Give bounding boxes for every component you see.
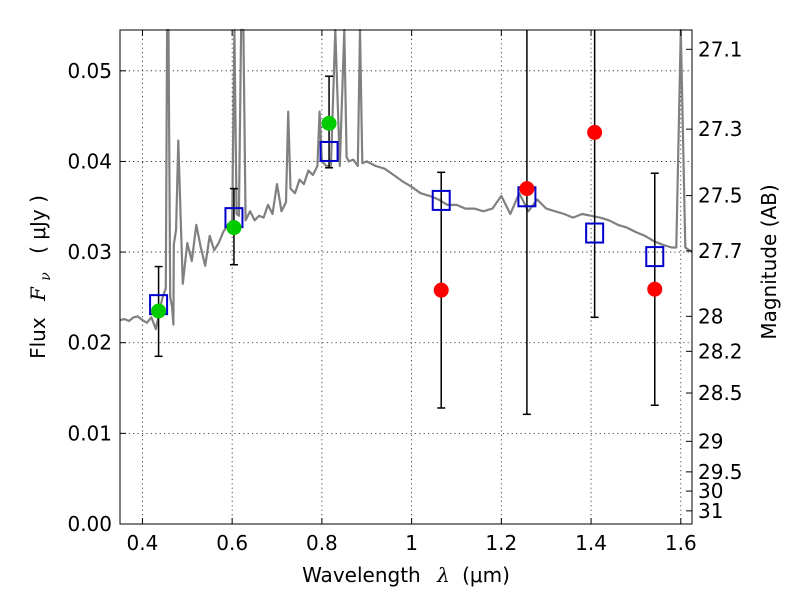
x-tick-label: 1.2 (485, 531, 517, 555)
x-axis-label: Wavelength λ (μm) (302, 563, 510, 587)
x-axis-label-unit: (μm) (462, 563, 510, 587)
y-tick-label: 0.01 (67, 421, 112, 445)
x-axis-label-symbol: λ (436, 563, 450, 587)
x-tick-label: 0.4 (127, 531, 159, 555)
y2-tick-label: 27.1 (698, 37, 743, 61)
y-tick-label: 0.05 (67, 59, 112, 83)
y-tick-label: 0.04 (67, 149, 112, 173)
observed-point (647, 281, 663, 297)
x-tick-label: 0.8 (306, 531, 338, 555)
y2-tick-label: 31 (698, 499, 723, 523)
y2-tick-label: 30 (698, 479, 723, 503)
observed-point (587, 124, 603, 140)
y-axis-label-subscript: ν (38, 272, 54, 281)
y2-axis-label: Magnitude (AB) (757, 184, 781, 339)
x-tick-label: 1 (405, 531, 418, 555)
y2-tick-label: 29 (698, 429, 723, 453)
y-tick-label: 0.00 (67, 512, 112, 536)
observed-point (226, 220, 242, 236)
spectrum-line (119, 28, 693, 331)
y2-tick-label: 28.5 (698, 381, 743, 405)
y-axis-label-text: Flux (26, 317, 50, 359)
observed-point (433, 282, 449, 298)
y-tick-label: 0.02 (67, 331, 112, 355)
y2-tick-label: 28.2 (698, 339, 743, 363)
observed-point (519, 181, 535, 197)
observed-point (321, 115, 337, 131)
y-axis-label-unit: ( μJy ) (26, 195, 50, 254)
tick-layer: 0.4 0.6 0.8 1 1.2 1.4 1.6 0.00 0.01 0.02 0.03 0.04 0… (67, 30, 743, 555)
x-tick-label: 1.6 (665, 531, 697, 555)
y2-tick-label: 27.3 (698, 117, 743, 141)
spectrum-layer (119, 28, 693, 331)
plot-frame (119, 29, 693, 525)
y2-tick-label: 29.5 (698, 460, 743, 484)
model-square-point (431, 189, 451, 211)
marker-layer (149, 115, 665, 319)
x-tick-label: 1.4 (575, 531, 607, 555)
y2-tick-label: 27.7 (698, 239, 743, 263)
x-tick-label: 0.6 (216, 531, 248, 555)
x-axis-label-text: Wavelength (302, 563, 421, 587)
model-square-point (319, 140, 339, 162)
y-axis-label-symbol: F (26, 286, 50, 302)
grid (120, 30, 692, 525)
y-axis-label: Flux F ν ( μJy ) (26, 195, 55, 359)
model-square-point (645, 246, 665, 268)
y-tick-label: 0.03 (67, 240, 112, 264)
observed-point (151, 303, 167, 319)
y2-tick-label: 28 (698, 304, 723, 328)
model-square-point (585, 222, 605, 244)
y2-tick-label: 27.5 (698, 184, 743, 208)
